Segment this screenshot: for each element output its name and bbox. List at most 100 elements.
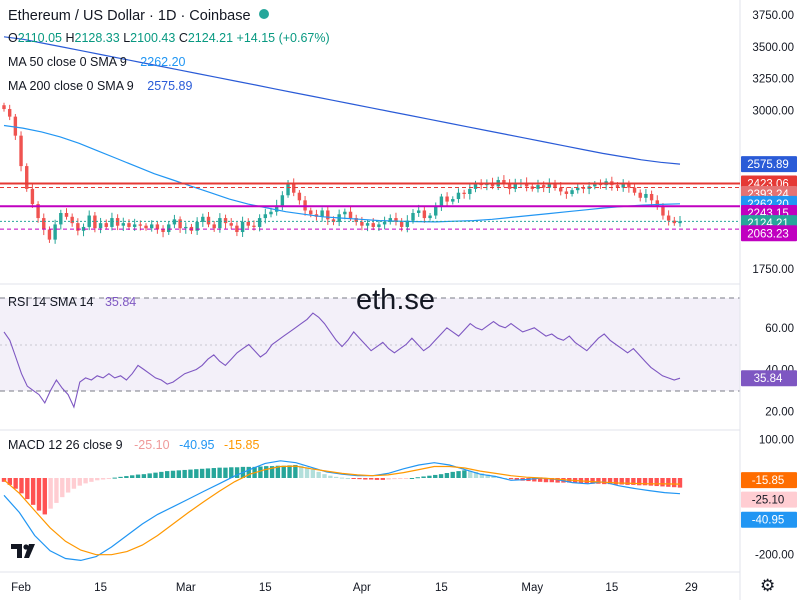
macd-line-price-label-bg xyxy=(741,511,797,528)
candle-body xyxy=(53,224,57,240)
candle-body xyxy=(678,221,682,224)
candle-body xyxy=(382,221,387,225)
macd-histogram-bar xyxy=(409,478,415,479)
macd-pane xyxy=(1,460,683,562)
macd-histogram-bar xyxy=(613,478,619,485)
macd-histogram-bar xyxy=(660,478,665,487)
macd-histogram-bar xyxy=(625,478,630,485)
macd-histogram-bar xyxy=(287,465,292,478)
candle-body xyxy=(564,191,569,194)
macd-tick-label: 100.00 xyxy=(759,435,794,447)
ma200-legend[interactable]: MA 200 close 0 SMA 9 2575.89 xyxy=(8,79,192,93)
macd-histogram-bar xyxy=(363,478,368,480)
macd-histogram-bar xyxy=(30,478,36,505)
candle-body xyxy=(468,188,472,194)
candle-body xyxy=(110,218,114,227)
macd-histogram-bar xyxy=(648,478,654,486)
rsi-price-label: 35.84 xyxy=(754,373,783,385)
candle-body xyxy=(473,183,478,189)
candle-body xyxy=(661,206,665,216)
macd-histogram-bar xyxy=(456,471,461,478)
macd-histogram-bar xyxy=(386,478,391,480)
macd-histogram-bar xyxy=(299,465,304,478)
macd-histogram-bar xyxy=(229,467,234,478)
horizontal-levels[interactable] xyxy=(0,182,740,230)
candle-body xyxy=(331,219,336,222)
rsi-legend[interactable]: RSI 14 SMA 14 35.84 xyxy=(8,295,136,309)
macd-histogram-bar xyxy=(217,467,222,478)
macd-histogram-bar xyxy=(36,478,42,511)
candle-body xyxy=(445,196,449,202)
macd-histogram-bar xyxy=(392,478,397,480)
candle-body xyxy=(161,229,165,233)
macd-histogram-bar xyxy=(462,470,467,478)
macd-histogram-bar xyxy=(83,478,88,484)
macd-histogram-bar xyxy=(590,478,595,484)
macd-histogram-bar xyxy=(13,478,18,489)
settings-gear-icon[interactable]: ⚙ xyxy=(760,576,776,595)
candle-body xyxy=(320,210,324,217)
macd-histogram-bar xyxy=(380,478,385,480)
tradingview-logo[interactable] xyxy=(10,541,40,561)
macd-histogram-bar xyxy=(398,478,403,479)
time-tick-label: Apr xyxy=(353,582,371,594)
macd-legend[interactable]: MACD 12 26 close 9 -25.10 -40.95 -15.85 xyxy=(8,438,259,452)
time-tick-label: 15 xyxy=(94,582,107,594)
candle-body xyxy=(257,218,262,227)
candle-body xyxy=(64,213,69,217)
candle-body xyxy=(655,200,659,207)
rsi-value: 35.84 xyxy=(104,295,137,309)
candle-body xyxy=(326,210,330,220)
ma50-label: MA 50 close 0 SMA 9 xyxy=(8,55,127,69)
candle-body xyxy=(206,216,211,225)
candle-body xyxy=(2,105,6,110)
time-tick-label: 15 xyxy=(605,582,618,594)
macd-histogram-bar xyxy=(141,474,147,478)
macd-histogram-bar xyxy=(316,471,321,478)
high-key: H xyxy=(65,31,75,45)
support-lower-price-label-bg xyxy=(741,225,797,242)
ma50-legend[interactable]: MA 50 close 0 SMA 9 2262.20 xyxy=(8,55,185,69)
candle-body xyxy=(513,183,517,189)
macd-histogram-bar xyxy=(95,478,100,481)
macd-signal-price-label-bg xyxy=(741,472,797,489)
macd-histogram-bar xyxy=(100,478,106,480)
symbol-legend[interactable]: Ethereum / US Dollar · 1D · Coinbase xyxy=(8,8,269,24)
macd-histogram-bar xyxy=(25,478,30,500)
macd-histogram-bar xyxy=(205,468,211,478)
candle-body xyxy=(547,183,552,188)
macd-histogram-bar xyxy=(322,474,327,478)
ma200-line xyxy=(3,36,681,165)
macd-histogram-bar xyxy=(433,474,438,478)
candle-body xyxy=(627,183,631,188)
candle-body xyxy=(416,210,421,213)
macd-histogram-bar xyxy=(19,478,24,494)
candle-body xyxy=(394,218,398,222)
rsi-tick-label: 60.00 xyxy=(765,323,794,335)
time-tick-label: 15 xyxy=(259,582,272,594)
candle-body xyxy=(212,224,216,229)
macd-hist-price-label: -25.10 xyxy=(752,495,785,507)
price-tick-label: 1750.00 xyxy=(752,264,794,276)
macd-histogram-bar xyxy=(188,469,193,478)
macd-line-value: -40.95 xyxy=(179,438,215,452)
macd-histogram-bar xyxy=(135,474,141,478)
candle-body xyxy=(502,180,506,183)
candle-body xyxy=(70,216,74,224)
candle-body xyxy=(621,183,625,188)
candle-body xyxy=(439,196,444,207)
candle-body xyxy=(576,187,580,191)
ma200-price-label-bg xyxy=(741,156,797,173)
macd-histogram-bar xyxy=(602,478,607,485)
macd-histogram-bar xyxy=(65,478,71,493)
macd-histogram-bar xyxy=(671,478,677,488)
candle-body xyxy=(343,211,347,215)
candle-body xyxy=(524,182,529,187)
macd-histogram-bar xyxy=(654,478,659,487)
candle-body xyxy=(144,225,148,229)
macd-histogram-bar xyxy=(269,466,275,478)
time-tick-label: 15 xyxy=(435,582,448,594)
candle-body xyxy=(638,192,642,198)
time-axis[interactable]: Feb 15 Mar 15 Apr 15 May 15 29 xyxy=(11,582,698,594)
